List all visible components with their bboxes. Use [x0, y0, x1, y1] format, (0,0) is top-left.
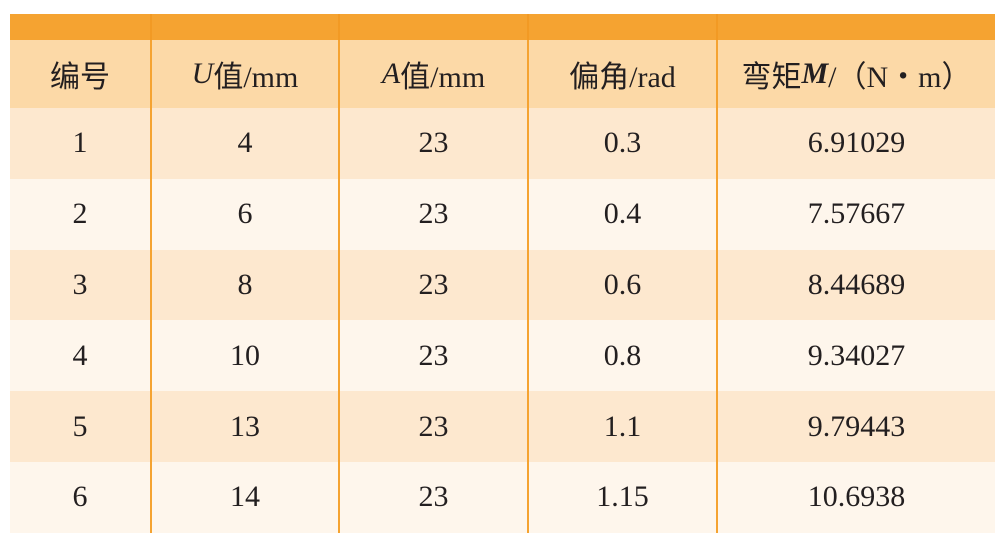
header-cell: A 值/mm: [340, 40, 529, 108]
table-body: 1 4 23 0.3 6.91029 2 6 23 0.4 7.57667 3 8 23 0.6 8.446…: [10, 108, 995, 533]
table-cell: 3: [10, 249, 152, 321]
table-cell: 23: [340, 178, 529, 250]
header-row: 编号 U 值/mm A 值/mm 偏角/rad 弯矩 M/（N・m）: [10, 40, 995, 108]
table-row: 1 4 23 0.3 6.91029: [10, 108, 995, 179]
table-cell: 9.34027: [807, 338, 906, 372]
header-text: 编号: [50, 61, 110, 94]
table-cell: 23: [340, 461, 529, 533]
header-symbol: U: [191, 57, 214, 90]
table-cell: 10: [152, 320, 340, 392]
header-cell: 偏角/rad: [529, 40, 718, 108]
top-bar: [10, 14, 995, 40]
header-symbol: A: [381, 57, 401, 90]
table-cell: 23: [340, 108, 529, 179]
table-cell: 14: [152, 461, 340, 533]
table-cell: 6.91029: [807, 126, 906, 160]
table-row: 4 10 23 0.8 9.34027: [10, 320, 995, 392]
table-cell: 4: [10, 320, 152, 392]
table-cell: 6: [152, 178, 340, 250]
header-text: 值/mm: [213, 61, 299, 94]
table-cell: 7.57667: [807, 197, 906, 231]
table-cell: 0.6: [529, 249, 718, 321]
table-row: 3 8 23 0.6 8.44689: [10, 249, 995, 321]
header-symbol: M: [801, 57, 829, 90]
table: 编号 U 值/mm A 值/mm 偏角/rad 弯矩 M/（N・m） 1 4 23 0.3 6…: [10, 14, 995, 533]
table-cell: 8.44689: [807, 267, 906, 301]
header-text: 弯矩: [741, 61, 802, 94]
table-cell: 10.6938: [807, 480, 906, 514]
table-cell: 23: [340, 320, 529, 392]
header-cell: 弯矩 M/（N・m）: [718, 40, 995, 108]
table-cell: 13: [152, 391, 340, 462]
table-cell: 23: [340, 391, 529, 462]
table-cell: 1: [10, 108, 152, 179]
table-cell: 9.79443: [807, 409, 906, 443]
table-cell: 1.1: [529, 391, 718, 462]
table-row: 2 6 23 0.4 7.57667: [10, 178, 995, 250]
table-cell: 5: [10, 391, 152, 462]
header-text: 偏角/rad: [569, 61, 676, 94]
header-text: /（N・m）: [828, 61, 972, 94]
table-cell: 8: [152, 249, 340, 321]
table-cell: 0.4: [529, 178, 718, 250]
table-cell: 23: [340, 249, 529, 321]
table-cell: 0.3: [529, 108, 718, 179]
header-text: 值/mm: [400, 61, 486, 94]
table-cell: 2: [10, 178, 152, 250]
header-cell: U 值/mm: [152, 40, 340, 108]
table-cell: 0.8: [529, 320, 718, 392]
table-row: 6 14 23 1.15 10.6938: [10, 461, 995, 533]
header-cell: 编号: [10, 40, 152, 108]
table-row: 5 13 23 1.1 9.79443: [10, 391, 995, 462]
table-cell: 4: [152, 108, 340, 179]
table-cell: 6: [10, 461, 152, 533]
table-cell: 1.15: [529, 461, 718, 533]
